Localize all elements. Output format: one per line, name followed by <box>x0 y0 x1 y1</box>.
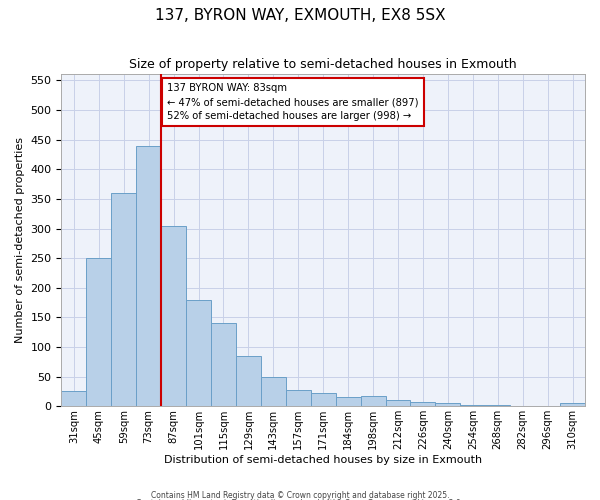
Bar <box>460 404 485 406</box>
Bar <box>111 193 136 406</box>
Bar <box>286 390 311 406</box>
Y-axis label: Number of semi-detached properties: Number of semi-detached properties <box>15 138 25 344</box>
Text: Contains HM Land Registry data © Crown copyright and database right 2025.: Contains HM Land Registry data © Crown c… <box>151 490 449 500</box>
Bar <box>436 404 460 406</box>
Bar <box>361 396 386 406</box>
X-axis label: Distribution of semi-detached houses by size in Exmouth: Distribution of semi-detached houses by … <box>164 455 482 465</box>
Bar <box>211 324 236 406</box>
Text: Contains public sector information licensed under the Open Government Licence 3.: Contains public sector information licen… <box>136 499 464 500</box>
Bar <box>186 300 211 406</box>
Bar <box>236 356 261 406</box>
Bar <box>161 226 186 406</box>
Bar <box>410 402 436 406</box>
Bar <box>560 404 585 406</box>
Bar <box>136 146 161 406</box>
Bar <box>311 394 335 406</box>
Text: 137 BYRON WAY: 83sqm
← 47% of semi-detached houses are smaller (897)
52% of semi: 137 BYRON WAY: 83sqm ← 47% of semi-detac… <box>167 84 419 122</box>
Bar <box>485 405 510 406</box>
Bar <box>386 400 410 406</box>
Bar <box>335 398 361 406</box>
Text: 137, BYRON WAY, EXMOUTH, EX8 5SX: 137, BYRON WAY, EXMOUTH, EX8 5SX <box>155 8 445 22</box>
Bar <box>61 392 86 406</box>
Bar <box>86 258 111 406</box>
Bar <box>261 376 286 406</box>
Title: Size of property relative to semi-detached houses in Exmouth: Size of property relative to semi-detach… <box>130 58 517 70</box>
